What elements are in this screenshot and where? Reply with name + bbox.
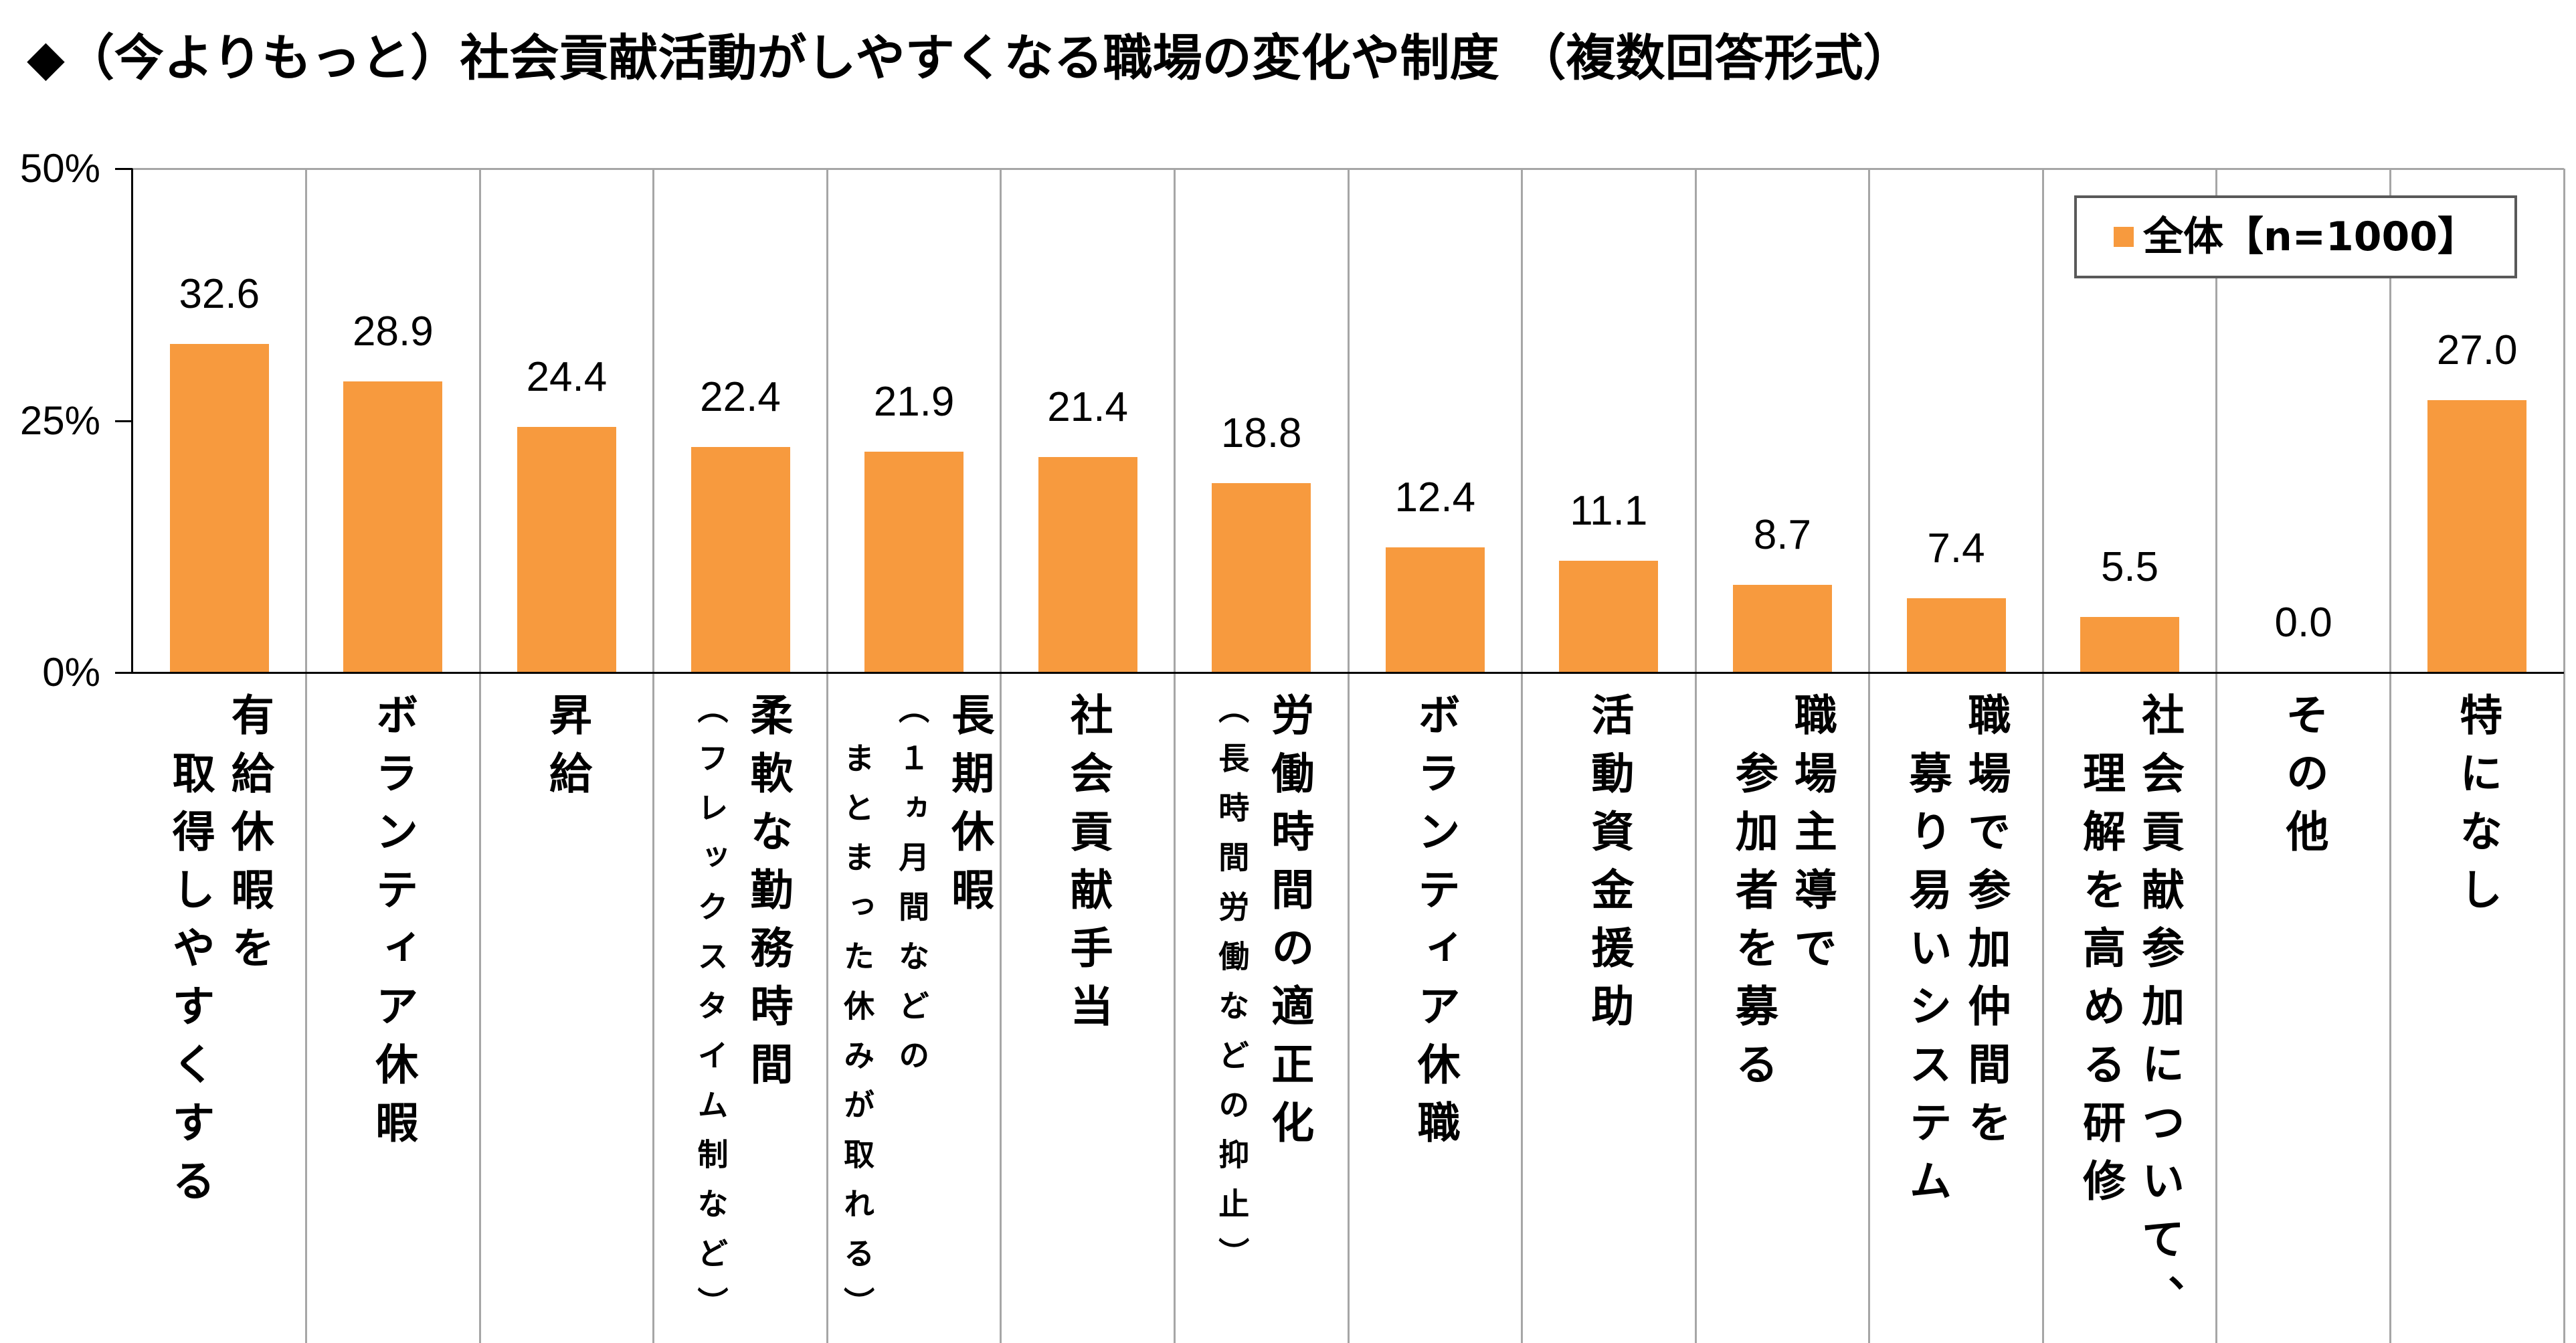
- y-tick-mark-2: [115, 420, 132, 422]
- data-label-14: 27.0: [2436, 327, 2518, 374]
- category-label-10-line-1: 職場主導で: [1786, 693, 1837, 984]
- category-label-4: 柔軟な勤務時間 （フレックスタイム制など）: [654, 693, 828, 1343]
- category-label-3: 昇給: [480, 693, 654, 1343]
- bar-7: [1212, 482, 1311, 673]
- legend-swatch: [2114, 227, 2134, 247]
- bar-2: [343, 381, 443, 673]
- bar-1: [169, 344, 269, 673]
- bar-3: [517, 426, 616, 673]
- y-tick-label-3: 50%: [19, 146, 100, 191]
- category-label-6-line-1: 社会貢献手当: [1063, 693, 1113, 1042]
- category-label-10: 職場主導で 参加者を募る: [1695, 693, 1869, 1343]
- category-label-8-line-1: ボランティア休職: [1410, 693, 1460, 1158]
- category-separator-9: [1695, 169, 1697, 1343]
- category-label-7-line-1: 労働時間の適正化: [1264, 693, 1314, 1158]
- category-label-5-note-1: （１ヵ月間などの: [894, 693, 931, 1089]
- category-label-1-line-2: 取得しやすくする: [165, 751, 215, 1217]
- category-label-8: ボランティア休職: [1348, 693, 1522, 1343]
- data-label-3: 24.4: [526, 353, 608, 400]
- category-separator-7: [1348, 169, 1350, 1343]
- bar-6: [1038, 456, 1137, 673]
- category-separator-5: [1000, 169, 1002, 1343]
- category-label-12-line-1: 社会貢献参加について、: [2134, 693, 2185, 1333]
- category-label-6: 社会貢献手当: [1001, 693, 1175, 1343]
- bar-4: [691, 446, 790, 673]
- data-label-8: 12.4: [1394, 474, 1476, 521]
- category-separator-3: [652, 169, 654, 1343]
- category-label-7: 労働時間の適正化 （長時間労働などの抑止）: [1174, 693, 1348, 1343]
- category-label-2-line-1: ボランティア休暇: [368, 693, 418, 1158]
- category-label-1-line-1: 有給休暇を: [223, 693, 274, 984]
- category-label-5-line-1: 長期休暇: [944, 693, 994, 925]
- data-label-1: 32.6: [179, 271, 260, 318]
- legend: 全体【n=1000】: [2074, 195, 2517, 278]
- category-label-4-note-1: （フレックスタイム制など）: [693, 693, 729, 1336]
- y-tick-mark-3: [115, 168, 132, 170]
- data-label-11: 7.4: [1927, 525, 1985, 571]
- category-label-11-line-1: 職場で参加仲間を: [1960, 693, 2011, 1158]
- category-label-5-note-2: まとまった休みが取れる）: [839, 742, 876, 1336]
- bar-11: [1906, 598, 2006, 673]
- data-label-12: 5.5: [2100, 544, 2159, 591]
- category-label-14: 特になし: [2390, 693, 2564, 1343]
- data-label-6: 21.4: [1047, 383, 1128, 430]
- bar-10: [1732, 584, 1832, 673]
- y-tick-mark-1: [115, 672, 132, 674]
- category-label-5: 長期休暇 （１ヵ月間などの まとまった休みが取れる）: [827, 693, 1001, 1343]
- y-tick-label-2: 25%: [19, 397, 100, 443]
- category-label-12: 社会貢献参加について、 理解を高める研修: [2043, 693, 2217, 1343]
- bar-5: [864, 452, 964, 673]
- x-axis-line: [131, 672, 2564, 674]
- category-separator-1: [305, 169, 307, 1343]
- data-label-2: 28.9: [353, 308, 434, 355]
- category-label-10-line-2: 参加者を募る: [1728, 751, 1778, 1100]
- data-label-5: 21.9: [873, 379, 955, 426]
- category-separator-14: [2563, 169, 2565, 1343]
- category-separator-2: [479, 169, 481, 1343]
- data-label-7: 18.8: [1220, 410, 1302, 456]
- data-label-9: 11.1: [1570, 487, 1648, 534]
- bar-9: [1559, 560, 1659, 673]
- category-separator-4: [826, 169, 828, 1343]
- category-separator-11: [2042, 169, 2044, 1343]
- category-label-1: 有給休暇を 取得しやすくする: [132, 693, 306, 1343]
- data-label-4: 22.4: [700, 373, 781, 420]
- category-label-9: 活動資金援助: [1522, 693, 1696, 1343]
- category-separator-6: [1174, 169, 1176, 1343]
- category-label-11-line-2: 募り易いシステム: [1902, 751, 1952, 1217]
- category-separator-12: [2215, 169, 2217, 1343]
- bar-8: [1385, 547, 1485, 673]
- category-label-4-line-1: 柔軟な勤務時間: [743, 693, 793, 1100]
- category-separator-13: [2389, 169, 2391, 1343]
- category-label-2: ボランティア休暇: [306, 693, 480, 1343]
- data-label-13: 0.0: [2274, 600, 2332, 646]
- y-tick-label-1: 0%: [42, 650, 100, 695]
- category-label-13: その他: [2217, 693, 2391, 1343]
- data-label-10: 8.7: [1753, 511, 1812, 558]
- category-label-3-line-1: 昇給: [541, 693, 591, 809]
- category-label-11: 職場で参加仲間を 募り易いシステム: [1869, 693, 2043, 1343]
- bar-14: [2427, 400, 2527, 673]
- category-separator-8: [1521, 169, 1523, 1343]
- bar-12: [2080, 617, 2180, 673]
- chart-title: ◆（今よりもっと）社会貢献活動がしやすくなる職場の変化や制度 （複数回答形式）: [27, 29, 1913, 87]
- category-label-12-line-2: 理解を高める研修: [2076, 751, 2126, 1217]
- category-label-13-line-1: その他: [2278, 693, 2328, 867]
- category-separator-10: [1868, 169, 1870, 1343]
- category-label-7-note-1: （長時間労働などの抑止）: [1214, 693, 1251, 1287]
- legend-label: 全体【n=1000】: [2143, 213, 2478, 260]
- category-label-9-line-1: 活動資金援助: [1584, 693, 1634, 1042]
- category-label-14-line-1: 特になし: [2452, 693, 2502, 925]
